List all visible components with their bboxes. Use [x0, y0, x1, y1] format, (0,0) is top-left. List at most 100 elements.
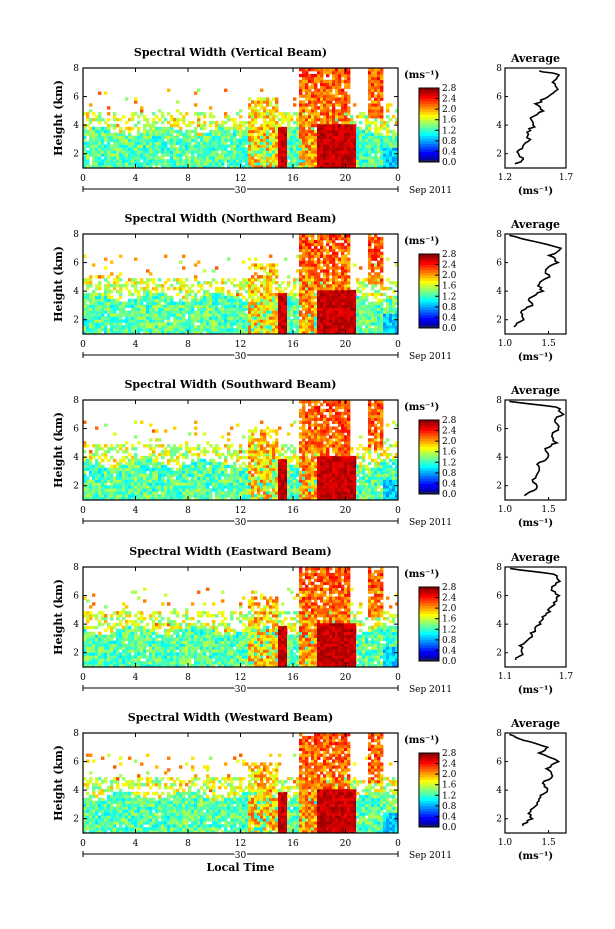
- heatmap-cell: [332, 292, 336, 297]
- heatmap-cell: [134, 319, 138, 323]
- heatmap-cell: [311, 132, 315, 137]
- heatmap-cell: [233, 331, 237, 335]
- heatmap-cell: [293, 126, 297, 131]
- heatmap-cell: [155, 485, 159, 489]
- heatmap-cell: [329, 257, 333, 261]
- heatmap-cell: [275, 123, 279, 128]
- heatmap-cell: [191, 298, 195, 303]
- heatmap-cell: [299, 257, 303, 261]
- heatmap-cell: [320, 165, 324, 169]
- heatmap-cell: [341, 144, 345, 148]
- heatmap-cell: [371, 322, 375, 326]
- heatmap-cell: [251, 328, 255, 332]
- heatmap-cell: [392, 150, 396, 154]
- heatmap-cell: [245, 316, 249, 320]
- heatmap-cell: [218, 123, 222, 128]
- heatmap-cell: [203, 479, 207, 483]
- heatmap-cell: [275, 301, 279, 305]
- heatmap-cell: [347, 123, 351, 128]
- heatmap-cell: [326, 278, 330, 282]
- heatmap-cell: [191, 156, 195, 160]
- heatmap-cell: [107, 494, 111, 498]
- heatmap-cell: [305, 144, 309, 148]
- heatmap-cell: [299, 120, 303, 125]
- heatmap-cell: [305, 236, 309, 241]
- heatmap-cell: [95, 479, 99, 483]
- heatmap-cell: [110, 150, 114, 154]
- heatmap-cell: [305, 159, 309, 163]
- heatmap-cell: [305, 322, 309, 326]
- heatmap-cell: [125, 97, 129, 101]
- heatmap-cell: [86, 458, 90, 463]
- heatmap-cell: [146, 141, 150, 145]
- heatmap-cell: [98, 444, 102, 448]
- heatmap-cell: [83, 485, 87, 489]
- heatmap-cell: [374, 73, 378, 78]
- heatmap-cell: [170, 295, 174, 300]
- heatmap-cell: [209, 479, 213, 483]
- heatmap-cell: [287, 150, 291, 154]
- heatmap-cell: [386, 295, 390, 300]
- heatmap-cell: [170, 132, 174, 137]
- heatmap-cell: [134, 141, 138, 145]
- heatmap-cell: [230, 331, 234, 335]
- heatmap-cell: [206, 304, 210, 308]
- heatmap-cell: [380, 245, 384, 250]
- heatmap-cell: [242, 144, 246, 148]
- heatmap-cell: [215, 298, 219, 303]
- heatmap-cell: [209, 141, 213, 145]
- heatmap-cell: [101, 491, 105, 495]
- heatmap-cell: [329, 328, 333, 332]
- heatmap-cell: [182, 328, 186, 332]
- heatmap-cell: [191, 473, 195, 477]
- heatmap-cell: [143, 488, 147, 492]
- heatmap-cell: [254, 331, 258, 335]
- heatmap-cell: [113, 156, 117, 160]
- heatmap-cell: [230, 126, 234, 131]
- heatmap-cell: [305, 269, 309, 273]
- heatmap-cell: [242, 153, 246, 157]
- heatmap-cell: [182, 307, 186, 311]
- heatmap-cell: [152, 150, 156, 154]
- heatmap-cell: [125, 135, 129, 139]
- heatmap-cell: [353, 298, 357, 303]
- heatmap-cell: [218, 135, 222, 139]
- heatmap-cell: [260, 284, 264, 288]
- heatmap-cell: [158, 135, 162, 139]
- heatmap-cell: [308, 97, 312, 101]
- heatmap-cell: [344, 260, 348, 264]
- heatmap-cell: [332, 319, 336, 323]
- heatmap-cell: [293, 295, 297, 300]
- heatmap-cell: [377, 129, 381, 134]
- heatmap-cell: [200, 470, 204, 474]
- heatmap-cell: [281, 120, 285, 125]
- heatmap-cell: [179, 132, 183, 137]
- heatmap-cell: [203, 269, 207, 273]
- heatmap-cell: [392, 165, 396, 169]
- heatmap-cell: [128, 144, 132, 148]
- heatmap-cell: [119, 482, 123, 486]
- heatmap-cell: [395, 316, 399, 320]
- heatmap-cell: [95, 458, 99, 463]
- heatmap-cell: [83, 450, 87, 454]
- heatmap-cell: [209, 494, 213, 498]
- heatmap-cell: [254, 322, 258, 326]
- heatmap-cell: [368, 165, 372, 169]
- heatmap-cell: [212, 150, 216, 154]
- heatmap-cell: [311, 165, 315, 169]
- heatmap-cell: [242, 284, 246, 288]
- heatmap-cell: [311, 304, 315, 308]
- heatmap-cell: [293, 97, 297, 101]
- heatmap-cell: [200, 316, 204, 320]
- heatmap-cell: [299, 242, 303, 247]
- heatmap-cell: [284, 331, 288, 335]
- heatmap-cell: [269, 281, 273, 285]
- heatmap-cell: [302, 254, 306, 258]
- colorbar-tick-label: 2.4: [442, 95, 457, 105]
- heatmap-cell: [134, 494, 138, 498]
- heatmap-cell: [194, 295, 198, 300]
- heatmap-cell: [386, 144, 390, 148]
- heatmap-cell: [113, 313, 117, 317]
- heatmap-cell: [224, 115, 228, 119]
- heatmap-cell: [299, 91, 303, 95]
